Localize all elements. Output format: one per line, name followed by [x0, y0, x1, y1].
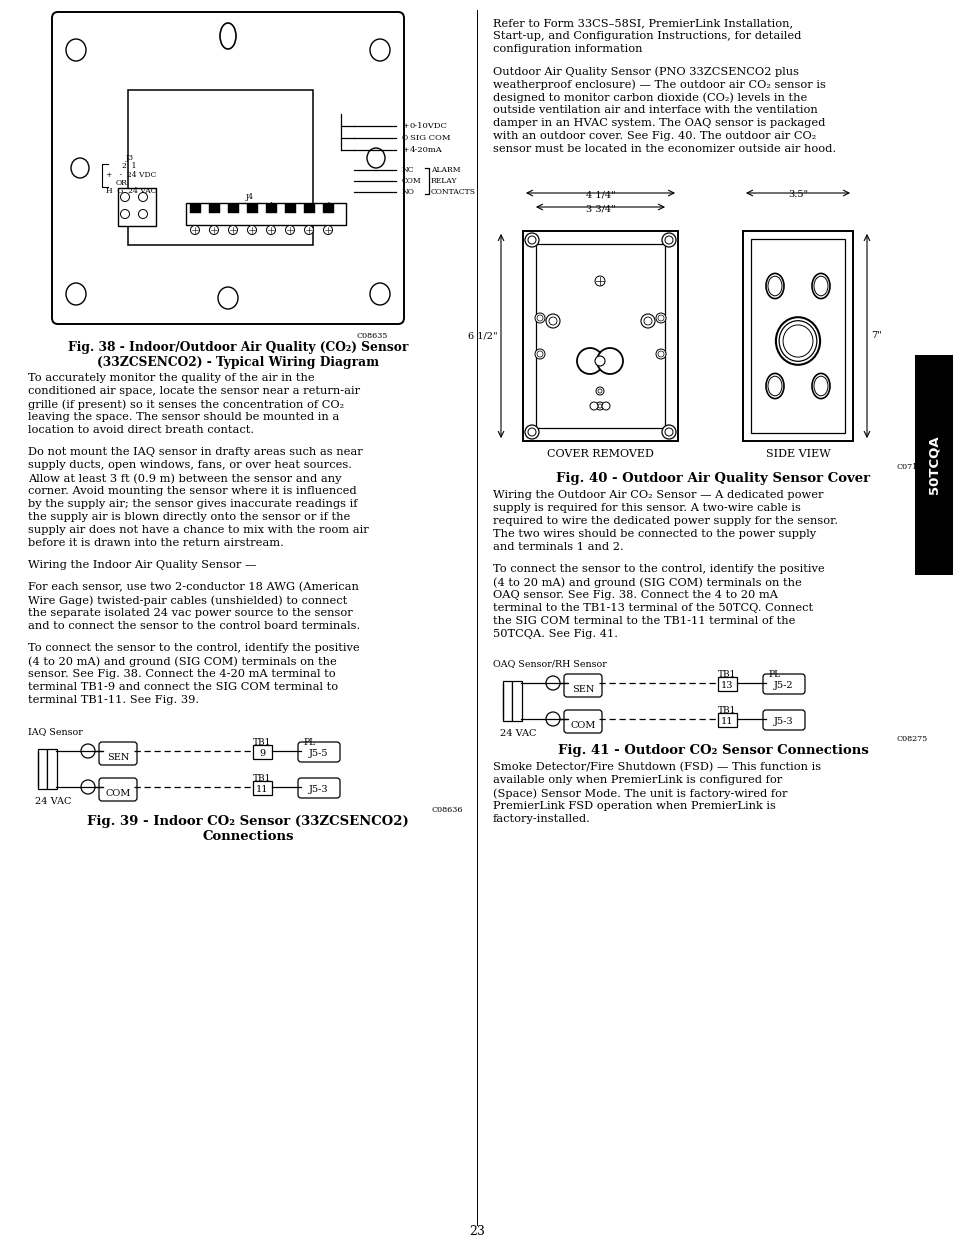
FancyBboxPatch shape — [99, 742, 137, 764]
Ellipse shape — [71, 158, 89, 178]
Ellipse shape — [765, 373, 783, 399]
Text: H  G  24 VAC: H G 24 VAC — [106, 186, 156, 195]
Text: Fig. 39 - Indoor CO₂ Sensor (33ZCSENCO2)
Connections: Fig. 39 - Indoor CO₂ Sensor (33ZCSENCO2)… — [87, 815, 409, 844]
Circle shape — [524, 233, 538, 247]
Circle shape — [537, 315, 542, 321]
Text: PL: PL — [767, 671, 780, 679]
Text: ALARM: ALARM — [431, 165, 460, 174]
Text: supply air does not have a chance to mix with the room air: supply air does not have a chance to mix… — [28, 525, 369, 535]
Bar — [718, 713, 737, 727]
Text: TB1: TB1 — [718, 706, 736, 715]
Text: grille (if present) so it senses the concentration of CO₂: grille (if present) so it senses the con… — [28, 399, 344, 410]
Bar — [209, 204, 220, 212]
Text: the SIG COM terminal to the TB1-11 terminal of the: the SIG COM terminal to the TB1-11 termi… — [493, 616, 795, 626]
Circle shape — [640, 314, 655, 329]
Bar — [285, 204, 295, 212]
Text: supply is required for this sensor. A two-wire cable is: supply is required for this sensor. A tw… — [493, 503, 800, 513]
Circle shape — [577, 348, 602, 374]
FancyBboxPatch shape — [297, 742, 339, 762]
Text: 4 1/4": 4 1/4" — [585, 190, 615, 199]
Bar — [190, 204, 201, 212]
FancyBboxPatch shape — [99, 778, 137, 802]
Circle shape — [545, 713, 559, 726]
Text: Fig. 38 - Indoor/Outdoor Air Quality (CO₂) Sensor
(33ZCSENCO2) - Typical Wiring : Fig. 38 - Indoor/Outdoor Air Quality (CO… — [68, 341, 408, 369]
Text: supply ducts, open windows, fans, or over heat sources.: supply ducts, open windows, fans, or ove… — [28, 459, 352, 471]
Text: OAQ Sensor/RH Sensor: OAQ Sensor/RH Sensor — [493, 659, 606, 668]
Text: 1: 1 — [326, 203, 330, 210]
FancyBboxPatch shape — [762, 674, 804, 694]
Text: the supply air is blown directly onto the sensor or if the: the supply air is blown directly onto th… — [28, 513, 350, 522]
Text: terminal TB1-9 and connect the SIG COM terminal to: terminal TB1-9 and connect the SIG COM t… — [28, 682, 337, 692]
Ellipse shape — [811, 373, 829, 399]
Text: To accurately monitor the quality of the air in the: To accurately monitor the quality of the… — [28, 373, 314, 383]
Ellipse shape — [775, 317, 820, 364]
Text: For each sensor, use two 2-conductor 18 AWG (American: For each sensor, use two 2-conductor 18 … — [28, 582, 358, 593]
Text: CONTACTS: CONTACTS — [431, 188, 476, 196]
Text: (Space) Sensor Mode. The unit is factory-wired for: (Space) Sensor Mode. The unit is factory… — [493, 788, 786, 799]
Circle shape — [664, 236, 672, 245]
Text: Outdoor Air Quality Sensor (PNO 33ZCSENCO2 plus: Outdoor Air Quality Sensor (PNO 33ZCSENC… — [493, 65, 799, 77]
Text: RELAY: RELAY — [431, 177, 457, 185]
FancyBboxPatch shape — [762, 710, 804, 730]
Text: 7: 7 — [212, 203, 215, 210]
Circle shape — [595, 275, 604, 287]
Text: and to connect the sensor to the control board terminals.: and to connect the sensor to the control… — [28, 621, 360, 631]
Text: J5-5: J5-5 — [309, 748, 329, 758]
Circle shape — [524, 425, 538, 438]
Text: To connect the sensor to the control, identify the positive: To connect the sensor to the control, id… — [28, 643, 359, 653]
Text: +   -  24 VDC: + - 24 VDC — [106, 170, 156, 179]
Bar — [228, 204, 239, 212]
Text: SIDE VIEW: SIDE VIEW — [765, 450, 829, 459]
Bar — [304, 204, 314, 212]
Text: outside ventilation air and interface with the ventilation: outside ventilation air and interface wi… — [493, 105, 817, 115]
Text: PL: PL — [303, 739, 314, 747]
Ellipse shape — [210, 226, 218, 235]
Text: Fig. 41 - Outdoor CO₂ Sensor Connections: Fig. 41 - Outdoor CO₂ Sensor Connections — [558, 743, 867, 757]
Bar — [253, 781, 272, 795]
Text: sensor. See Fig. 38. Connect the 4-20 mA terminal to: sensor. See Fig. 38. Connect the 4-20 mA… — [28, 669, 335, 679]
Text: the separate isolated 24 vac power source to the sensor: the separate isolated 24 vac power sourc… — [28, 608, 353, 618]
Text: J5-2: J5-2 — [774, 680, 793, 690]
Text: required to wire the dedicated power supply for the sensor.: required to wire the dedicated power sup… — [493, 516, 838, 526]
Bar — [247, 204, 257, 212]
Circle shape — [545, 314, 559, 329]
Text: Smoke Detector/Fire Shutdown (FSD) — This function is: Smoke Detector/Fire Shutdown (FSD) — Thi… — [493, 762, 821, 772]
Ellipse shape — [813, 377, 827, 395]
Text: 50TCQA. See Fig. 41.: 50TCQA. See Fig. 41. — [493, 629, 618, 638]
Text: 24 VAC: 24 VAC — [35, 797, 71, 806]
Circle shape — [596, 387, 603, 395]
Ellipse shape — [767, 377, 781, 395]
Circle shape — [658, 315, 663, 321]
Text: O: O — [401, 135, 408, 142]
Text: 5: 5 — [250, 203, 253, 210]
Ellipse shape — [120, 193, 130, 201]
Ellipse shape — [120, 210, 130, 219]
Text: 50TCQA: 50TCQA — [926, 436, 940, 494]
Text: (4 to 20 mA) and ground (SIG COM) terminals on the: (4 to 20 mA) and ground (SIG COM) termin… — [493, 577, 801, 588]
FancyBboxPatch shape — [297, 778, 339, 798]
Text: OAQ sensor. See Fig. 38. Connect the 4 to 20 mA: OAQ sensor. See Fig. 38. Connect the 4 t… — [493, 590, 778, 600]
Circle shape — [661, 233, 676, 247]
Ellipse shape — [370, 40, 390, 61]
Text: SEN: SEN — [571, 685, 594, 694]
Ellipse shape — [813, 277, 827, 296]
Circle shape — [656, 350, 665, 359]
Text: 7": 7" — [870, 331, 881, 341]
Text: J4: J4 — [246, 193, 253, 201]
Text: 8: 8 — [193, 203, 197, 210]
Ellipse shape — [779, 321, 816, 362]
Bar — [914, 354, 953, 576]
Ellipse shape — [266, 226, 275, 235]
Text: Start-up, and Configuration Instructions, for detailed: Start-up, and Configuration Instructions… — [493, 31, 801, 41]
Text: C08636: C08636 — [431, 806, 462, 814]
Bar — [186, 203, 346, 225]
Text: COVER REMOVED: COVER REMOVED — [546, 450, 653, 459]
Text: 11: 11 — [720, 718, 733, 726]
FancyBboxPatch shape — [52, 12, 403, 324]
Circle shape — [535, 312, 544, 324]
Text: designed to monitor carbon dioxide (CO₂) levels in the: designed to monitor carbon dioxide (CO₂)… — [493, 91, 806, 103]
Ellipse shape — [782, 325, 812, 357]
Text: (4 to 20 mA) and ground (SIG COM) terminals on the: (4 to 20 mA) and ground (SIG COM) termin… — [28, 656, 336, 667]
Ellipse shape — [247, 226, 256, 235]
Text: C08635: C08635 — [356, 332, 388, 340]
